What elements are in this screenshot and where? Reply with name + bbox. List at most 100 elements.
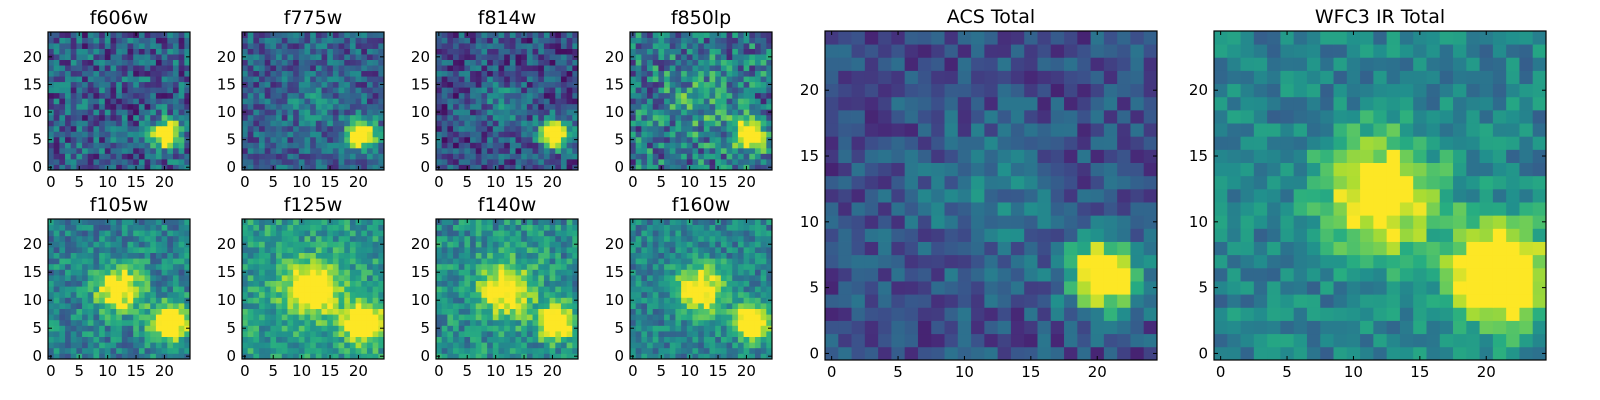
heatmap-cell xyxy=(447,314,454,321)
heatmap-cell xyxy=(247,76,254,83)
heatmap-cell xyxy=(127,136,134,143)
heatmap-cell xyxy=(304,258,311,265)
heatmap-cell xyxy=(310,81,317,88)
heatmap-cell xyxy=(652,158,659,165)
heatmap-cell xyxy=(681,70,688,77)
heatmap-cell xyxy=(161,76,168,83)
heatmap-cell xyxy=(76,269,83,276)
heatmap-cell xyxy=(698,59,705,66)
heatmap-cell xyxy=(470,125,477,132)
heatmap-cell xyxy=(543,353,550,360)
heatmap-cell xyxy=(287,65,294,72)
heatmap-cell xyxy=(366,303,374,309)
heatmap-cell xyxy=(378,125,385,132)
heatmap-cell xyxy=(110,331,117,337)
heatmap-cell xyxy=(538,325,545,332)
heatmap-cell xyxy=(87,153,94,160)
heatmap-cell xyxy=(310,131,317,138)
heatmap-cell xyxy=(178,308,185,315)
heatmap-cell xyxy=(760,48,767,55)
heatmap-cell xyxy=(110,92,117,99)
heatmap-cell xyxy=(635,76,642,83)
heatmap-cell xyxy=(372,347,379,354)
heatmap-cell xyxy=(521,280,528,287)
heatmap-cell xyxy=(270,235,277,242)
heatmap-cell xyxy=(681,65,688,72)
heatmap-cell xyxy=(304,219,311,225)
heatmap-cell xyxy=(264,224,271,231)
heatmap-cell xyxy=(641,164,648,171)
heatmap-cell xyxy=(669,314,676,321)
heatmap-cell xyxy=(481,275,488,281)
heatmap-cell xyxy=(754,325,762,332)
heatmap-cell xyxy=(436,59,443,66)
heatmap-cell xyxy=(167,37,174,44)
heatmap-cell xyxy=(276,325,283,332)
heatmap-cell xyxy=(338,342,345,349)
heatmap-cell xyxy=(121,347,128,354)
heatmap-cell xyxy=(555,331,562,337)
heatmap-cell xyxy=(378,291,385,298)
heatmap-cell xyxy=(104,258,111,265)
heatmap-cell xyxy=(48,37,55,44)
heatmap-cell xyxy=(355,103,362,110)
heatmap-cell xyxy=(715,109,722,116)
heatmap-cell xyxy=(281,87,288,94)
heatmap-cell xyxy=(276,303,283,309)
heatmap-cell xyxy=(99,43,106,49)
heatmap-cell xyxy=(76,314,83,321)
heatmap-cell xyxy=(555,120,562,127)
heatmap-cell xyxy=(287,142,294,149)
heatmap-cell xyxy=(304,120,311,127)
heatmap-cell xyxy=(572,219,579,225)
heatmap-cell xyxy=(270,280,277,287)
x-tick-label: 20 xyxy=(543,362,562,380)
heatmap-cell xyxy=(560,224,568,231)
plot-title: f140w xyxy=(478,194,537,216)
heatmap-cell xyxy=(366,114,374,121)
heatmap-cell xyxy=(749,342,756,349)
heatmap-cell xyxy=(93,125,100,132)
heatmap-cell xyxy=(635,147,642,154)
heatmap-cell xyxy=(504,336,511,343)
heatmap-cell xyxy=(53,147,60,154)
heatmap-cell xyxy=(652,153,659,160)
heatmap-cell xyxy=(538,230,545,237)
heatmap-cell xyxy=(178,158,185,165)
heatmap-cell xyxy=(293,314,300,321)
heatmap-cell xyxy=(635,32,642,38)
heatmap-cell xyxy=(658,43,665,49)
heatmap-cell xyxy=(566,32,573,38)
heatmap-cell xyxy=(281,303,288,309)
heatmap-cell xyxy=(133,120,140,127)
heatmap-cell xyxy=(447,319,454,326)
heatmap-cell xyxy=(766,314,773,321)
heatmap-cell xyxy=(572,147,579,154)
heatmap-cell xyxy=(652,308,659,315)
heatmap-cell xyxy=(138,280,145,287)
heatmap-cell xyxy=(76,114,83,121)
heatmap-cell xyxy=(754,347,762,354)
heatmap-cell xyxy=(155,65,162,72)
heatmap-cell xyxy=(361,136,368,143)
heatmap-cell xyxy=(726,131,733,138)
heatmap-cell xyxy=(172,92,180,99)
heatmap-cell xyxy=(332,319,339,326)
heatmap-cell xyxy=(247,142,254,149)
heatmap-cell xyxy=(184,142,191,149)
heatmap-cell xyxy=(87,92,94,99)
heatmap-cell xyxy=(515,70,522,77)
heatmap-cell xyxy=(754,336,762,343)
heatmap-cell xyxy=(150,353,157,360)
heatmap-cell xyxy=(572,103,579,110)
heatmap-cell xyxy=(349,297,356,304)
heatmap-cell xyxy=(549,59,556,66)
heatmap-cell xyxy=(127,103,134,110)
heatmap-cell xyxy=(709,131,716,138)
heatmap-cell xyxy=(53,76,60,83)
heatmap-cell xyxy=(253,103,260,110)
heatmap-cell xyxy=(321,269,328,276)
heatmap-cell xyxy=(720,136,727,143)
heatmap-cell xyxy=(726,114,733,121)
heatmap-cell xyxy=(720,164,727,171)
